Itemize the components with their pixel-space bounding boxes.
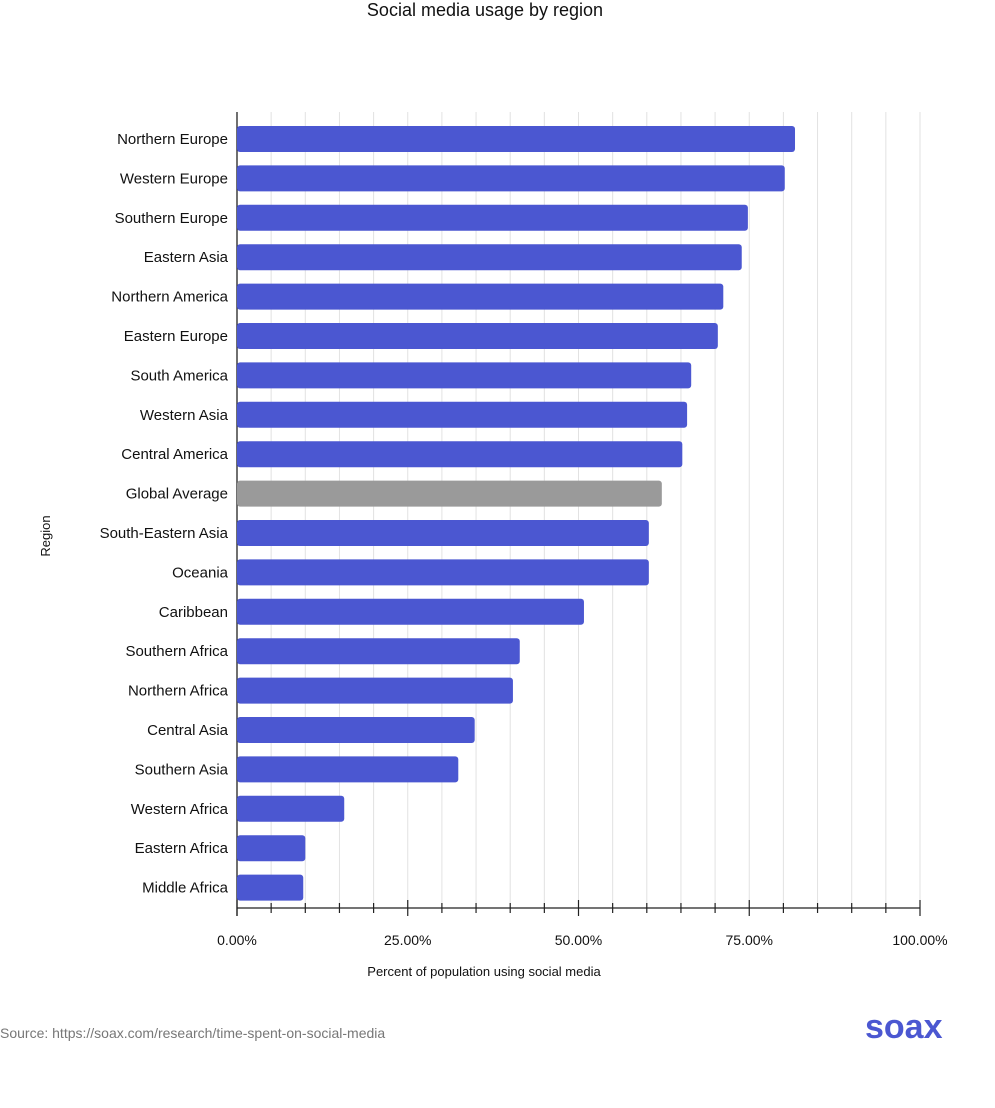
chart-title: Social media usage by region [366,0,604,20]
bar-oceania [237,559,649,586]
bar-northern-africa [237,677,513,704]
y-tick-label: Eastern Europe [124,328,228,345]
y-tick-label: Eastern Asia [144,249,229,266]
y-tick-label: Central America [121,446,228,463]
y-tick-label: Northern Europe [117,131,228,148]
source-note: Source: https://soax.com/research/time-s… [0,1025,386,1041]
bar-south-eastern-asia [237,520,649,546]
y-tick-label: Northern America [111,289,228,306]
y-tick-label: Caribbean [159,604,228,621]
x-axis-label: Percent of population using social media [367,964,601,979]
bar-western-asia [237,401,688,428]
y-tick-label: Northern Africa [128,683,229,700]
y-tick-label: South America [130,367,228,384]
y-tick-label: South-Eastern Asia [100,525,229,542]
bar-global-average [237,480,662,507]
y-axis-label: Region [38,515,53,556]
y-tick-label: Global Average [126,486,228,503]
x-tick-label: 50.00% [555,932,602,948]
bar-southern-europe [237,204,748,231]
y-tick-label: Eastern Africa [135,840,229,857]
bar-northern-europe [237,126,796,152]
x-tick-label: 25.00% [384,932,431,948]
bar-southern-asia [237,756,459,783]
bar-chart: 0.00% 25.00% 50.00% 75.00% 100.00% Northern E… [38,112,948,979]
y-tick-label: Western Asia [140,407,229,424]
x-tick-label: 0.00% [217,932,257,948]
bar-central-asia [237,717,475,743]
y-tick-label: Southern Africa [125,643,228,660]
bar-northern-america [237,283,724,310]
y-tick-label: Southern Asia [135,761,229,778]
x-tick-label: 75.00% [726,932,773,948]
y-tick-label: Middle Africa [142,880,229,897]
y-tick-label: Oceania [172,564,229,581]
bar-southern-africa [237,638,520,665]
y-tick-label: Western Africa [131,801,229,818]
bar-western-africa [237,795,345,822]
bar-middle-africa [237,874,304,901]
bar-eastern-asia [237,244,742,271]
bar-eastern-africa [237,835,306,862]
bar-central-america [237,441,683,468]
bar-caribbean [237,598,584,625]
y-tick-label: Central Asia [147,722,229,739]
bar-western-europe [237,165,785,192]
y-tick-label: Southern Europe [115,210,228,227]
bar-eastern-europe [237,323,718,349]
bar-south-america [237,362,692,389]
soax-logo: soax [865,1008,943,1046]
x-tick-label: 100.00% [892,932,947,948]
y-tick-label: Western Europe [120,170,228,187]
